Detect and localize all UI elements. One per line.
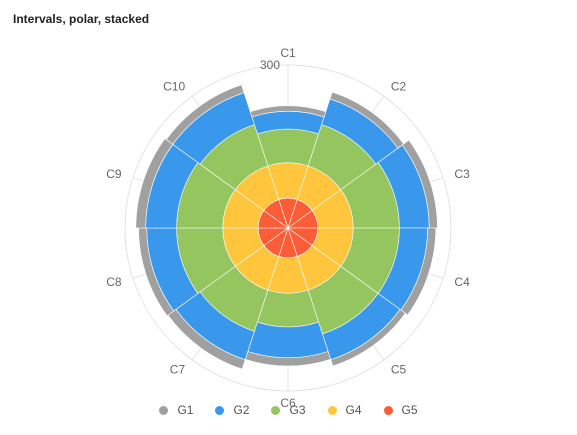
legend-marker-g5 bbox=[383, 405, 393, 415]
legend-label-g5: G5 bbox=[401, 403, 418, 417]
legend-label-g2: G2 bbox=[233, 403, 250, 417]
legend-marker-g1 bbox=[159, 405, 169, 415]
sector-g3-c1 bbox=[257, 128, 319, 167]
plot-area: C1 C2 C3 C4 C5 C6 C7 C8 C9 C10 300 bbox=[106, 46, 470, 410]
legend-marker-g2 bbox=[215, 405, 225, 415]
legend-label-g1: G1 bbox=[177, 403, 194, 417]
category-label-c1: C1 bbox=[280, 46, 296, 60]
legend-item-g2[interactable]: G2 bbox=[215, 403, 249, 417]
sector-g1-c2 bbox=[329, 91, 405, 149]
legend-item-g3[interactable]: G3 bbox=[271, 403, 306, 417]
category-label-c3: C3 bbox=[454, 167, 470, 181]
legend-marker-g3 bbox=[271, 405, 281, 415]
sector-g1-c6 bbox=[244, 351, 332, 367]
radial-tick-label: 300 bbox=[260, 58, 280, 72]
legend-marker-g4 bbox=[327, 405, 337, 415]
sector-g1-c1 bbox=[249, 105, 327, 118]
legend-item-g4[interactable]: G4 bbox=[327, 403, 362, 417]
chart-title: Intervals, polar, stacked bbox=[13, 12, 150, 26]
legend-item-g5[interactable]: G5 bbox=[383, 403, 418, 417]
category-label-c5: C5 bbox=[391, 363, 407, 377]
sector-g1-c5 bbox=[330, 309, 406, 367]
category-label-c4: C4 bbox=[454, 275, 470, 289]
legend-label-g3: G3 bbox=[289, 403, 306, 417]
category-label-c2: C2 bbox=[391, 79, 407, 93]
sector-g2-c6 bbox=[247, 321, 329, 359]
legend-item-g1[interactable]: G1 bbox=[159, 403, 193, 417]
sector-g1-c10 bbox=[165, 84, 245, 145]
legend-label-g4: G4 bbox=[345, 403, 362, 417]
sector-g3-c6 bbox=[257, 289, 319, 328]
category-label-c10: C10 bbox=[163, 79, 185, 93]
legend: G1 G2 G3 G4 G5 bbox=[0, 403, 577, 417]
category-label-c8: C8 bbox=[106, 275, 122, 289]
category-label-c9: C9 bbox=[106, 167, 122, 181]
category-label-c6: C6 bbox=[280, 396, 296, 410]
category-label-c7: C7 bbox=[170, 363, 186, 377]
